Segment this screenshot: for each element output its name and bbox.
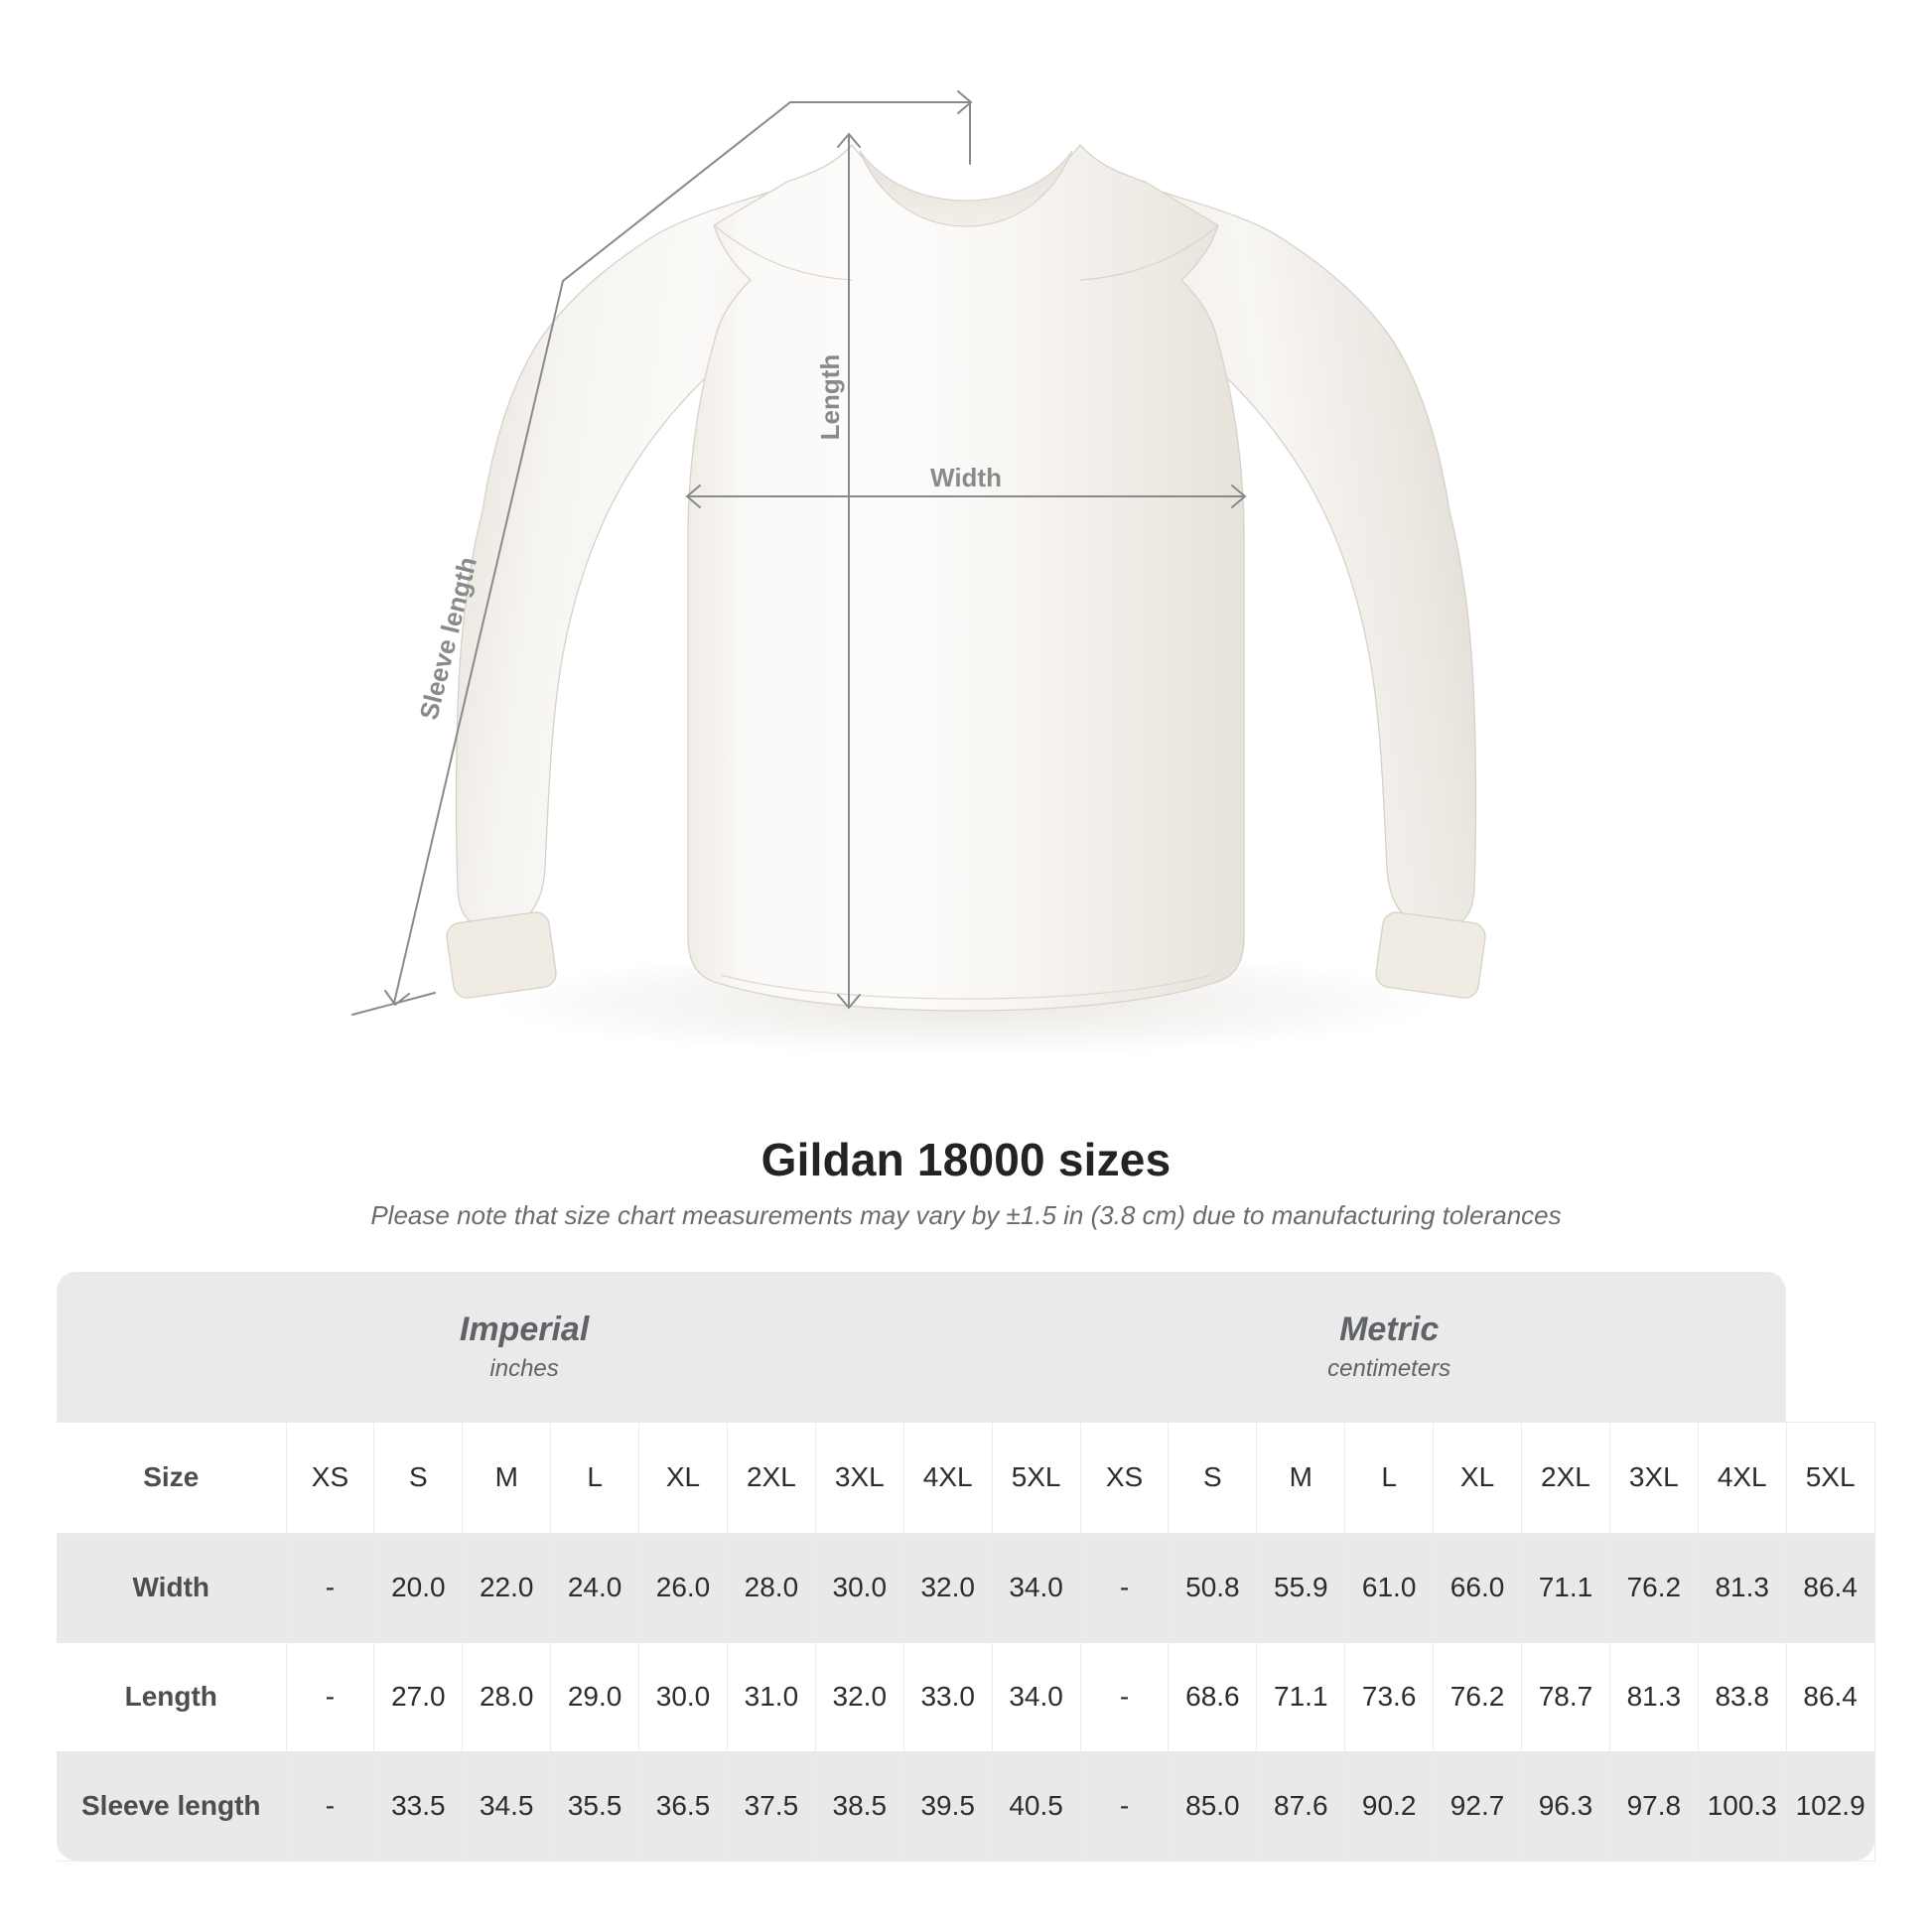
svg-text:Width: Width [930,463,1002,492]
svg-text:Length: Length [815,354,845,441]
